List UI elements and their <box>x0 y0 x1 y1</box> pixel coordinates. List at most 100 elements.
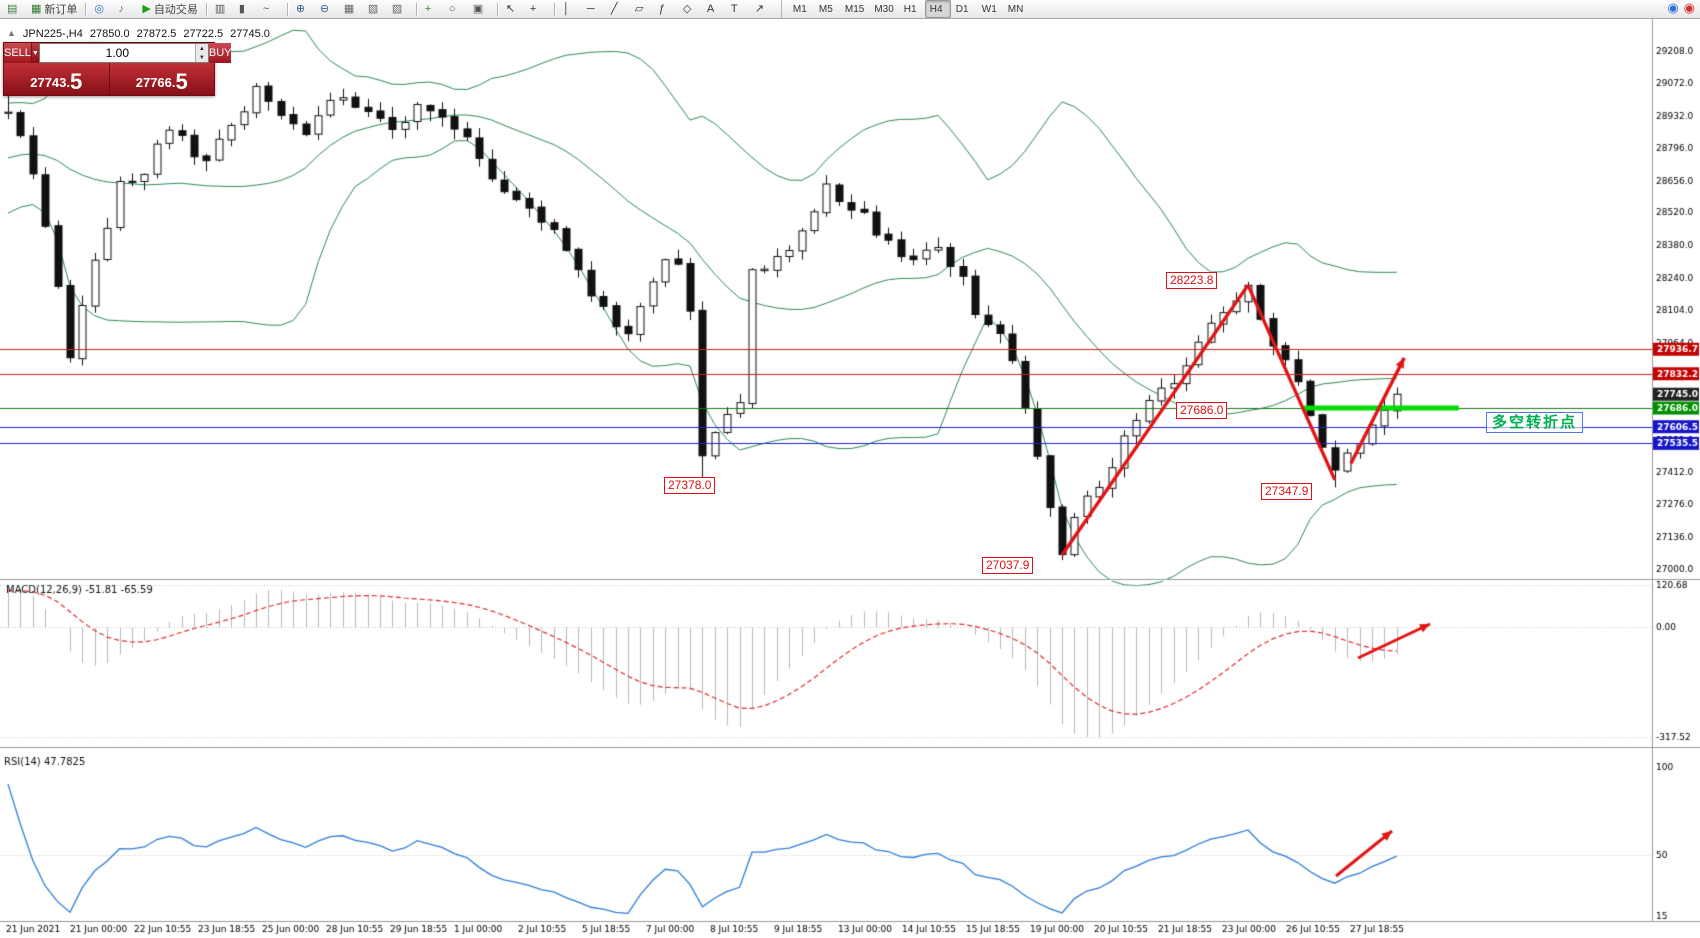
indicators-button[interactable]: + <box>421 0 445 18</box>
text-tool-glyph: A <box>706 2 715 15</box>
alerts-icon-glyph: ♪ <box>118 2 124 15</box>
cursor-tool-button-glyph: ↖ <box>505 2 516 15</box>
price-note-28223[interactable]: 28223.8 <box>1166 272 1218 289</box>
candle-chart-type-button-glyph: ▮ <box>238 2 245 15</box>
toolbar-separator <box>85 2 87 16</box>
price-note-27378[interactable]: 27378.0 <box>664 477 716 494</box>
shapes-tool[interactable]: ◇ <box>679 0 703 18</box>
arrow-tool-glyph: ↗ <box>754 2 765 15</box>
shapes-tool-glyph: ◇ <box>682 2 692 15</box>
zoom-out-button-glyph: ⊖ <box>319 2 330 15</box>
toolbar-separator <box>415 2 417 16</box>
market-watch-icon[interactable]: ◎ <box>90 0 114 18</box>
quote-bar: ▲ JPN225-,H4 27850.0 27872.5 27722.5 277… <box>7 28 270 40</box>
templates-button-glyph: ▣ <box>472 2 484 15</box>
autotrading-button-label: 自动交易 <box>153 4 198 16</box>
timeframe-w1[interactable]: W1 <box>981 3 997 15</box>
periods-button[interactable]: ○ <box>445 0 469 18</box>
crosshair-tool-button[interactable]: + <box>526 0 550 18</box>
text-tool[interactable]: A <box>703 0 727 18</box>
buy-price-button[interactable]: 27766. 5 <box>110 63 215 95</box>
label-tool[interactable]: T <box>727 0 751 18</box>
templates-button[interactable]: ▣ <box>469 0 493 18</box>
toolbar-separator <box>286 2 288 16</box>
alerts-icon[interactable]: ♪ <box>114 0 138 18</box>
price-chart-canvas[interactable] <box>0 19 1700 938</box>
sell-button[interactable]: SELL <box>4 43 31 63</box>
toolbar-right-icons: ◉ ◉ <box>1667 1 1695 14</box>
order-options-caret[interactable]: ▼ <box>30 43 39 63</box>
timeframe-m15[interactable]: M15 <box>844 3 865 15</box>
new-order-button-glyph: ▦ <box>31 2 42 15</box>
price-note-27347[interactable]: 27347.9 <box>1261 483 1313 500</box>
autotrading-button[interactable]: ▶ 自动交易 <box>138 0 201 18</box>
timeframe-m5[interactable]: M5 <box>818 3 833 15</box>
channel-tool-glyph: ▱ <box>634 2 644 15</box>
chart-marker-icon: ▲ <box>7 28 16 38</box>
lot-spinner: ▲ ▼ <box>194 44 208 62</box>
sell-price-button[interactable]: 27743. 5 <box>4 63 109 95</box>
zoom-out-button[interactable]: ⊖ <box>316 0 340 18</box>
toolbar-buttons: ▤ ▦ 新订单 ◎ ♪ ▶ 自动交易 ▥ ▮ ~ ⊕ ⊖ ▦ ▧ ▨ + ○ ▣ ↖ + │ ─ ╱ ▱ ƒ ◇ A T ↗ <box>3 0 775 18</box>
sell-price-pips: 5 <box>70 69 83 95</box>
toolbar-separator <box>496 2 498 16</box>
app-chart-icon[interactable]: ▤ <box>3 0 27 18</box>
community-icon[interactable]: ◉ <box>1667 0 1679 15</box>
timeframe-toolbar: M1 M5 M15 M30 H1 H4 D1 W1 MN <box>780 0 1029 18</box>
bar-chart-type-button[interactable]: ▥ <box>211 0 235 18</box>
arrange-windows-button-glyph: ▨ <box>391 2 403 15</box>
zoom-in-button-glyph: ⊕ <box>295 2 306 15</box>
arrow-tool[interactable]: ↗ <box>751 0 775 18</box>
quote-open: 27850.0 <box>89 28 130 40</box>
vertical-line-tool[interactable]: │ <box>559 0 583 18</box>
tile-windows-button[interactable]: ▦ <box>340 0 364 18</box>
timeframe-h4[interactable]: H4 <box>924 0 951 18</box>
sell-price-main: 27743. <box>30 75 70 90</box>
buy-price-pips: 5 <box>175 69 188 95</box>
quote-symbol: JPN225-,H4 <box>22 28 83 40</box>
tile-windows-button-glyph: ▦ <box>343 2 355 15</box>
price-note-27686[interactable]: 27686.0 <box>1176 402 1228 419</box>
cursor-tool-button[interactable]: ↖ <box>502 0 526 18</box>
periods-button-glyph: ○ <box>448 2 456 15</box>
lot-size-input[interactable] <box>39 44 195 62</box>
indicators-button-glyph: + <box>424 2 432 15</box>
timeframe-h1[interactable]: H1 <box>903 3 917 15</box>
new-order-button-label: 新订单 <box>44 4 78 16</box>
cascade-windows-button-glyph: ▧ <box>367 2 379 15</box>
channel-tool[interactable]: ▱ <box>631 0 655 18</box>
quote-high: 27872.5 <box>136 28 177 40</box>
lot-decrease-button[interactable]: ▼ <box>198 54 205 61</box>
fibonacci-tool[interactable]: ƒ <box>655 0 679 18</box>
zoom-in-button[interactable]: ⊕ <box>292 0 316 18</box>
price-note-27037[interactable]: 27037.9 <box>982 557 1034 574</box>
live-update-icon[interactable]: ◉ <box>1683 0 1695 15</box>
candle-chart-type-button[interactable]: ▮ <box>235 0 259 18</box>
fibonacci-tool-glyph: ƒ <box>658 2 665 15</box>
main-toolbar: ▤ ▦ 新订单 ◎ ♪ ▶ 自动交易 ▥ ▮ ~ ⊕ ⊖ ▦ ▧ ▨ + ○ ▣ ↖ + │ ─ ╱ ▱ ƒ ◇ A T ↗ M1 M5 M… <box>0 0 1700 19</box>
line-chart-type-button[interactable]: ~ <box>259 0 283 18</box>
timeframe-mn[interactable]: MN <box>1007 3 1024 15</box>
buy-price-main: 27766. <box>135 75 176 90</box>
quote-low: 27722.5 <box>183 28 224 40</box>
bar-chart-type-button-glyph: ▥ <box>214 2 226 15</box>
new-order-button[interactable]: ▦ 新订单 <box>27 0 81 18</box>
pivot-note-label[interactable]: 多空转折点 <box>1486 412 1584 433</box>
toolbar-separator <box>553 2 555 16</box>
autotrading-button-glyph: ▶ <box>142 2 151 15</box>
one-click-trading-panel: SELL ▼ ▲ ▼ BUY 27743.5 27766.5 <box>3 42 232 96</box>
price-divider <box>108 63 110 95</box>
timeframe-m1[interactable]: M1 <box>792 3 807 15</box>
quote-close: 27745.0 <box>230 28 270 40</box>
cascade-windows-button[interactable]: ▧ <box>364 0 388 18</box>
arrange-windows-button[interactable]: ▨ <box>388 0 412 18</box>
timeframe-m30[interactable]: M30 <box>874 3 894 15</box>
horizontal-line-tool[interactable]: ─ <box>583 0 607 18</box>
timeframe-d1[interactable]: D1 <box>955 3 969 15</box>
lot-size-box: ▲ ▼ <box>38 43 209 63</box>
trendline-tool[interactable]: ╱ <box>607 0 631 18</box>
buy-button[interactable]: BUY <box>208 43 232 63</box>
lot-increase-button[interactable]: ▲ <box>198 45 205 52</box>
toolbar-separator <box>205 2 207 16</box>
market-watch-icon-glyph: ◎ <box>94 2 105 15</box>
